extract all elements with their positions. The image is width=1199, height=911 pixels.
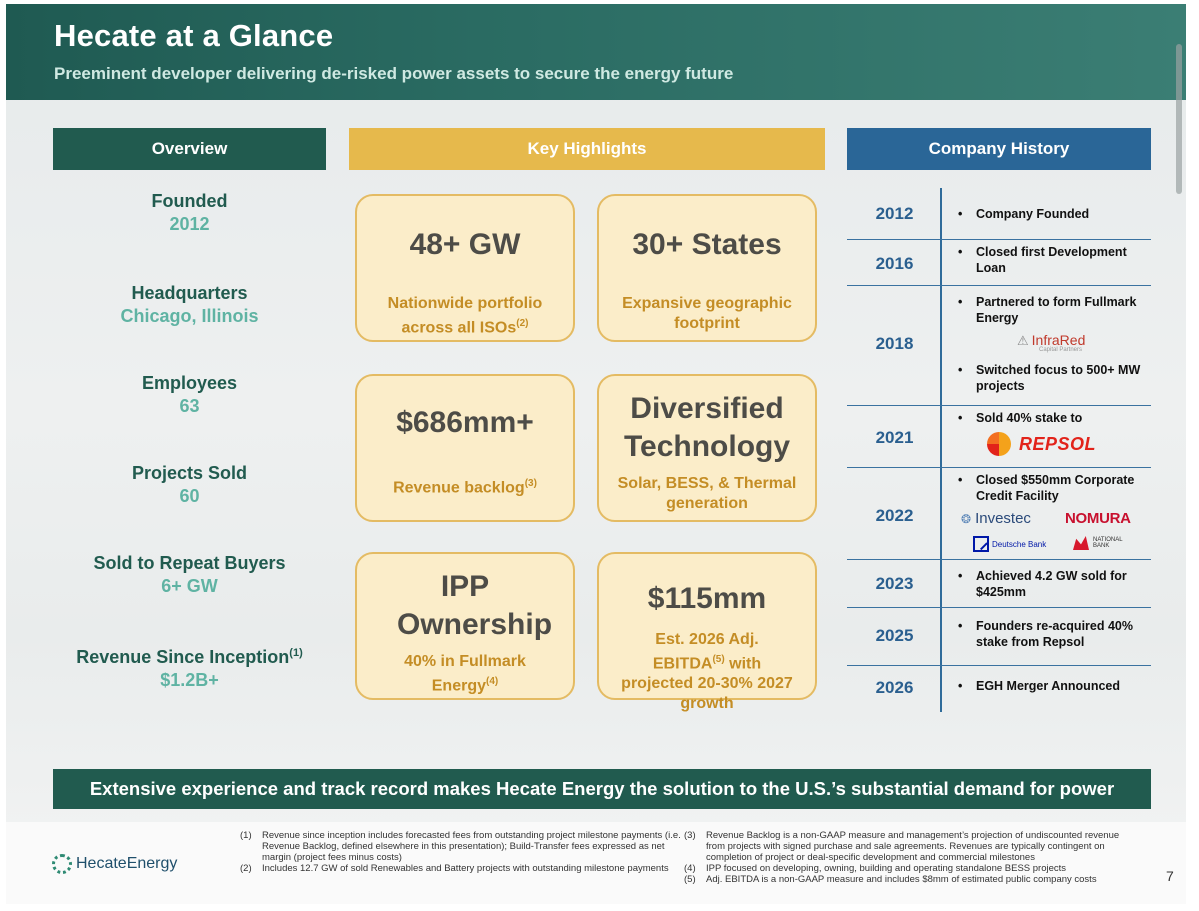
overview-label: Sold to Repeat Buyers	[93, 553, 286, 573]
footnote: (2) Includes 12.7 GW of sold Renewables a…	[240, 863, 669, 874]
hecate-energy-logo: HecateEnergy	[52, 854, 177, 874]
history-row-2012: 2012 Company Founded	[847, 190, 1151, 240]
highlight-caption: Solar, BESS, & Thermal generation	[617, 475, 797, 512]
history-event: Founders re-acquired 40% stake from Reps…	[955, 618, 1145, 650]
infrared-logo: ⚠ InfraRed Capital Partners	[1017, 332, 1086, 353]
history-row-2026: 2026 EGH Merger Announced	[847, 666, 1151, 712]
overview-value: 6+ GW	[161, 576, 218, 596]
footnote: (4) IPP focused on developing, owning, bu…	[684, 863, 1067, 874]
history-year: 2016	[875, 254, 914, 273]
highlight-value: $686mm+	[396, 406, 534, 439]
overview-label: Projects Sold	[131, 463, 248, 483]
national-bank-logo: NATIONAL BANK	[1073, 536, 1123, 550]
history-row-2021: 2021 Sold 40% stake to REPSOL	[847, 406, 1151, 468]
overview-value: 63	[179, 396, 200, 416]
highlight-card-states: 30+ States Expansive geographic footprin…	[597, 194, 817, 342]
footnote: (5) Adj. EBITDA is a non-GAAP measure and…	[684, 874, 1097, 885]
history-year: 2018	[875, 334, 914, 353]
investec-logo: ❂ Investec	[961, 510, 1031, 527]
highlight-caption: Est. 2026 Adj. EBITDA(5) with projected …	[621, 631, 793, 713]
highlight-caption: Revenue backlog(3)	[393, 478, 537, 497]
footnote: (1) Revenue since inception includes fore…	[240, 830, 681, 863]
hecate-ring-icon	[52, 854, 72, 874]
history-year: 2021	[875, 428, 914, 447]
history-header: Company History	[847, 128, 1151, 170]
summary-banner: Extensive experience and track record ma…	[53, 769, 1151, 809]
history-year: 2025	[875, 626, 914, 645]
overview-item-headquarters: Headquarters Chicago, Illinois	[53, 282, 326, 328]
page-subtitle: Preeminent developer delivering de-riske…	[54, 64, 734, 83]
investec-icon: ❂	[961, 512, 972, 526]
overview-value: 2012	[169, 214, 210, 234]
deutsche-bank-icon	[973, 536, 989, 552]
highlight-card-technology: Diversified Technology Solar, BESS, & Th…	[597, 374, 817, 522]
nomura-logo: NOMURA	[1065, 510, 1131, 527]
highlight-card-ebitda: $115mm Est. 2026 Adj. EBITDA(5) with pro…	[597, 552, 817, 712]
overview-value: 60	[179, 486, 200, 506]
page-number: 7	[1166, 868, 1174, 884]
history-row-2025: 2025 Founders re-acquired 40% stake from…	[847, 608, 1151, 666]
highlight-caption: 40% in Fullmark Energy(4)	[404, 653, 526, 695]
history-year: 2026	[875, 678, 914, 697]
repsol-icon	[987, 432, 1011, 456]
highlight-caption: Expansive geographic footprint	[622, 295, 792, 332]
highlight-card-backlog: $686mm+ Revenue backlog(3)	[355, 374, 575, 522]
highlight-value: $115mm	[647, 582, 767, 615]
highlight-value: Diversified Technology	[623, 392, 791, 463]
history-event: Switched focus to 500+ MW projects	[955, 362, 1145, 394]
scrollbar[interactable]	[1176, 44, 1182, 194]
history-event: Sold 40% stake to	[955, 410, 1145, 426]
history-event: Closed first Development Loan	[955, 244, 1145, 276]
highlight-card-ipp: IPP Ownership 40% in Fullmark Energy(4)	[355, 552, 575, 700]
highlight-value: IPP Ownership	[397, 570, 553, 641]
infrared-triangle-icon: ⚠	[1017, 333, 1029, 348]
repsol-logo: REPSOL	[987, 432, 1096, 456]
overview-item-employees: Employees 63	[53, 372, 326, 418]
deutsche-bank-logo: Deutsche Bank	[973, 536, 1046, 552]
overview-label: Employees	[141, 373, 238, 393]
highlights-header: Key Highlights	[349, 128, 825, 170]
header-bar: Hecate at a Glance Preeminent developer …	[6, 4, 1186, 100]
history-divider	[940, 188, 942, 712]
overview-value: $1.2B+	[160, 670, 219, 690]
history-year: 2012	[875, 204, 914, 223]
history-event: Company Founded	[955, 206, 1145, 222]
footnotes-left: (1) Revenue since inception includes fore…	[240, 830, 690, 874]
history-row-2023: 2023 Achieved 4.2 GW sold for $425mm	[847, 560, 1151, 608]
highlight-value: 30+ States	[632, 228, 782, 261]
overview-item-revenue: Revenue Since Inception(1) $1.2B+	[53, 642, 326, 692]
footnote: (3) Revenue Backlog is a non-GAAP measure…	[684, 830, 1120, 863]
overview-label: Revenue Since Inception(1)	[76, 647, 303, 667]
history-row-2018: 2018 Partnered to form Fullmark Energy ⚠…	[847, 286, 1151, 406]
history-event: EGH Merger Announced	[955, 678, 1145, 694]
history-row-2016: 2016 Closed first Development Loan	[847, 240, 1151, 286]
footnote-ref: (1)	[289, 647, 303, 659]
footnotes-right: (3) Revenue Backlog is a non-GAAP measure…	[684, 830, 1124, 885]
overview-item-repeat-buyers: Sold to Repeat Buyers 6+ GW	[53, 552, 326, 598]
history-row-2022: 2022 Closed $550mm Corporate Credit Faci…	[847, 468, 1151, 560]
slide: Hecate at a Glance Preeminent developer …	[6, 4, 1186, 904]
overview-value: Chicago, Illinois	[120, 306, 259, 326]
history-event: Partnered to form Fullmark Energy	[955, 294, 1145, 326]
overview-label: Founded	[151, 191, 228, 211]
history-event: Closed $550mm Corporate Credit Facility	[955, 472, 1145, 504]
page-title: Hecate at a Glance	[54, 18, 334, 53]
highlight-caption: Nationwide portfolio across all ISOs(2)	[387, 295, 543, 337]
overview-item-projects-sold: Projects Sold 60	[53, 462, 326, 508]
footer: HecateEnergy (1) Revenue since inception …	[6, 822, 1186, 904]
overview-label: Headquarters	[131, 283, 248, 303]
overview-item-founded: Founded 2012	[53, 190, 326, 236]
history-year: 2022	[875, 506, 914, 525]
history-year: 2023	[875, 574, 914, 593]
overview-header: Overview	[53, 128, 326, 170]
highlight-card-portfolio: 48+ GW Nationwide portfolio across all I…	[355, 194, 575, 342]
history-event: Achieved 4.2 GW sold for $425mm	[955, 568, 1145, 600]
national-bank-icon	[1073, 536, 1089, 550]
highlight-value: 48+ GW	[409, 228, 521, 261]
